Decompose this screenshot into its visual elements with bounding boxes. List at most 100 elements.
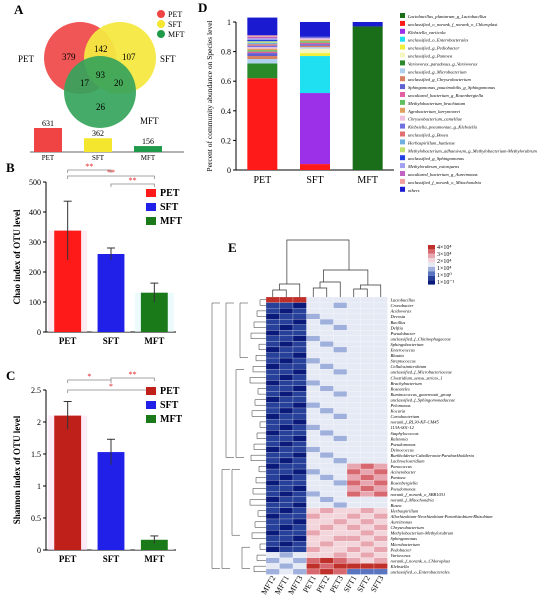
- heatmap-row-label: Bosea: [391, 503, 403, 508]
- genus-heatmap: E LactobacillusCronobacterAcidovoraxDevo…: [211, 239, 494, 596]
- heatmap-cell: [373, 330, 388, 336]
- heatmap-cell: [319, 441, 334, 447]
- heatmap-cell: [373, 441, 388, 447]
- heatmap-cell: [292, 480, 307, 486]
- heatmap-cell: [279, 402, 294, 409]
- heatmap-cell: [279, 330, 294, 336]
- heatmap-cell: [373, 357, 388, 364]
- heatmap-cell: [360, 446, 375, 453]
- heatmap-cell: [265, 413, 280, 420]
- heatmap-cell: [333, 341, 348, 348]
- heatmap-row-label: Devosia: [390, 314, 406, 319]
- heatmap-cell: [319, 468, 334, 475]
- heatmap-cell: [333, 446, 348, 453]
- heatmap-cell: [319, 424, 334, 431]
- heatmap-cell: [292, 513, 307, 520]
- heatmap-cell: [360, 518, 375, 525]
- heatmap-row-label: Acinetobacter: [390, 470, 416, 475]
- panel-label-e: E: [228, 240, 237, 255]
- heatmap-cell: [306, 341, 321, 348]
- heatmap-cell: [292, 302, 307, 309]
- heatmap-cell: [306, 324, 321, 331]
- row-dendrogram-link: [257, 388, 266, 395]
- heatmap-cell: [319, 446, 334, 453]
- heatmap-cell: [319, 552, 334, 558]
- stacked-segment: [247, 44, 278, 46]
- heatmap-row-label: Allorhizobium-Neorhizobium-Pararhizobium…: [390, 514, 494, 519]
- heatmap-cell: [360, 552, 375, 558]
- bar-sft: [97, 452, 125, 550]
- stacked-segment: [247, 63, 278, 79]
- venn-pet-mft: 17: [80, 78, 90, 88]
- heatmap-cell: [319, 480, 334, 486]
- heatmap-cell: [373, 341, 388, 348]
- heatmap-cell: [373, 307, 388, 314]
- heatmap-cell: [346, 330, 361, 336]
- heatmap-cell: [265, 385, 280, 392]
- heatmap-cell: [319, 385, 334, 392]
- heatmap-cell: [319, 335, 334, 342]
- heatmap-cell: [319, 435, 334, 442]
- legend-swatch: [400, 99, 405, 105]
- heatmap-cell: [265, 324, 280, 331]
- row-dendrogram-link: [255, 477, 266, 484]
- heatmap-cell: [346, 552, 361, 558]
- heatmap-cell: [265, 524, 280, 531]
- row-dendrogram-link: [252, 488, 266, 495]
- legend-label: Klebsiella_variicola: [407, 30, 446, 35]
- heatmap-cell: [292, 457, 307, 464]
- heatmap-cell: [279, 335, 294, 342]
- heatmap-cell: [319, 341, 334, 348]
- heatmap-cell: [292, 407, 307, 414]
- heatmap-cell: [373, 463, 388, 470]
- y-axis-title: Shannon index of OTU level: [12, 415, 22, 524]
- venn-total-category: PET: [42, 154, 55, 160]
- heatmap-cell: [265, 357, 280, 364]
- heatmap-cell: [346, 452, 361, 459]
- heatmap-cell: [346, 391, 361, 398]
- heatmap-row-label: Cellulosimicrobium: [391, 364, 427, 369]
- legend-label: Methylorubrum_extorquens: [407, 164, 459, 169]
- heatmap-cell: [346, 413, 361, 420]
- stacked-segment: [300, 44, 330, 46]
- row-dendrogram-link: [253, 321, 266, 328]
- heatmap-cell: [265, 468, 280, 475]
- heatmap-cell: [333, 496, 348, 503]
- y-tick-label: 0.8: [221, 48, 231, 57]
- heatmap-cell: [265, 335, 280, 342]
- heatmap-cell: [265, 441, 280, 447]
- heatmap-cell: [346, 341, 361, 348]
- legend-swatch-sft: [146, 203, 156, 211]
- heatmap-cell: [360, 546, 375, 553]
- stacked-segment: [247, 50, 278, 52]
- color-scale-step: [428, 253, 435, 259]
- heatmap-cell: [360, 319, 375, 325]
- heatmap-cell: [265, 535, 280, 542]
- heatmap-cell: [306, 296, 321, 303]
- heatmap-cell: [306, 563, 321, 570]
- heatmap-cell: [306, 363, 321, 370]
- heatmap-cell: [265, 496, 280, 503]
- heatmap-cell: [292, 468, 307, 475]
- heatmap-cell: [306, 568, 321, 575]
- panel-label-a: A: [14, 2, 24, 17]
- stacked-segment: [247, 39, 278, 42]
- heatmap-cell: [333, 524, 348, 531]
- heatmap-cell: [373, 380, 388, 386]
- y-tick-label: 100: [29, 298, 41, 307]
- heatmap-cell: [306, 435, 321, 442]
- heatmap-cell: [292, 496, 307, 503]
- color-scale-step: [428, 249, 435, 254]
- heatmap-cell: [333, 430, 348, 436]
- heatmap-cell: [360, 568, 375, 575]
- heatmap-cell: [306, 424, 321, 431]
- heatmap-cell: [292, 435, 307, 442]
- chao-index-chart: B 0 100 200 300 400 500 Chao index of OTU leve…: [6, 160, 183, 346]
- legend-swatch-sft: [146, 401, 156, 409]
- y-tick-label: 300: [29, 238, 41, 247]
- heatmap-cell: [319, 363, 334, 370]
- stacked-segment: [247, 41, 278, 43]
- heatmap-row-label: Pedobacter: [390, 547, 412, 552]
- heatmap-cell: [373, 374, 388, 381]
- row-dendrogram-link: [251, 532, 266, 539]
